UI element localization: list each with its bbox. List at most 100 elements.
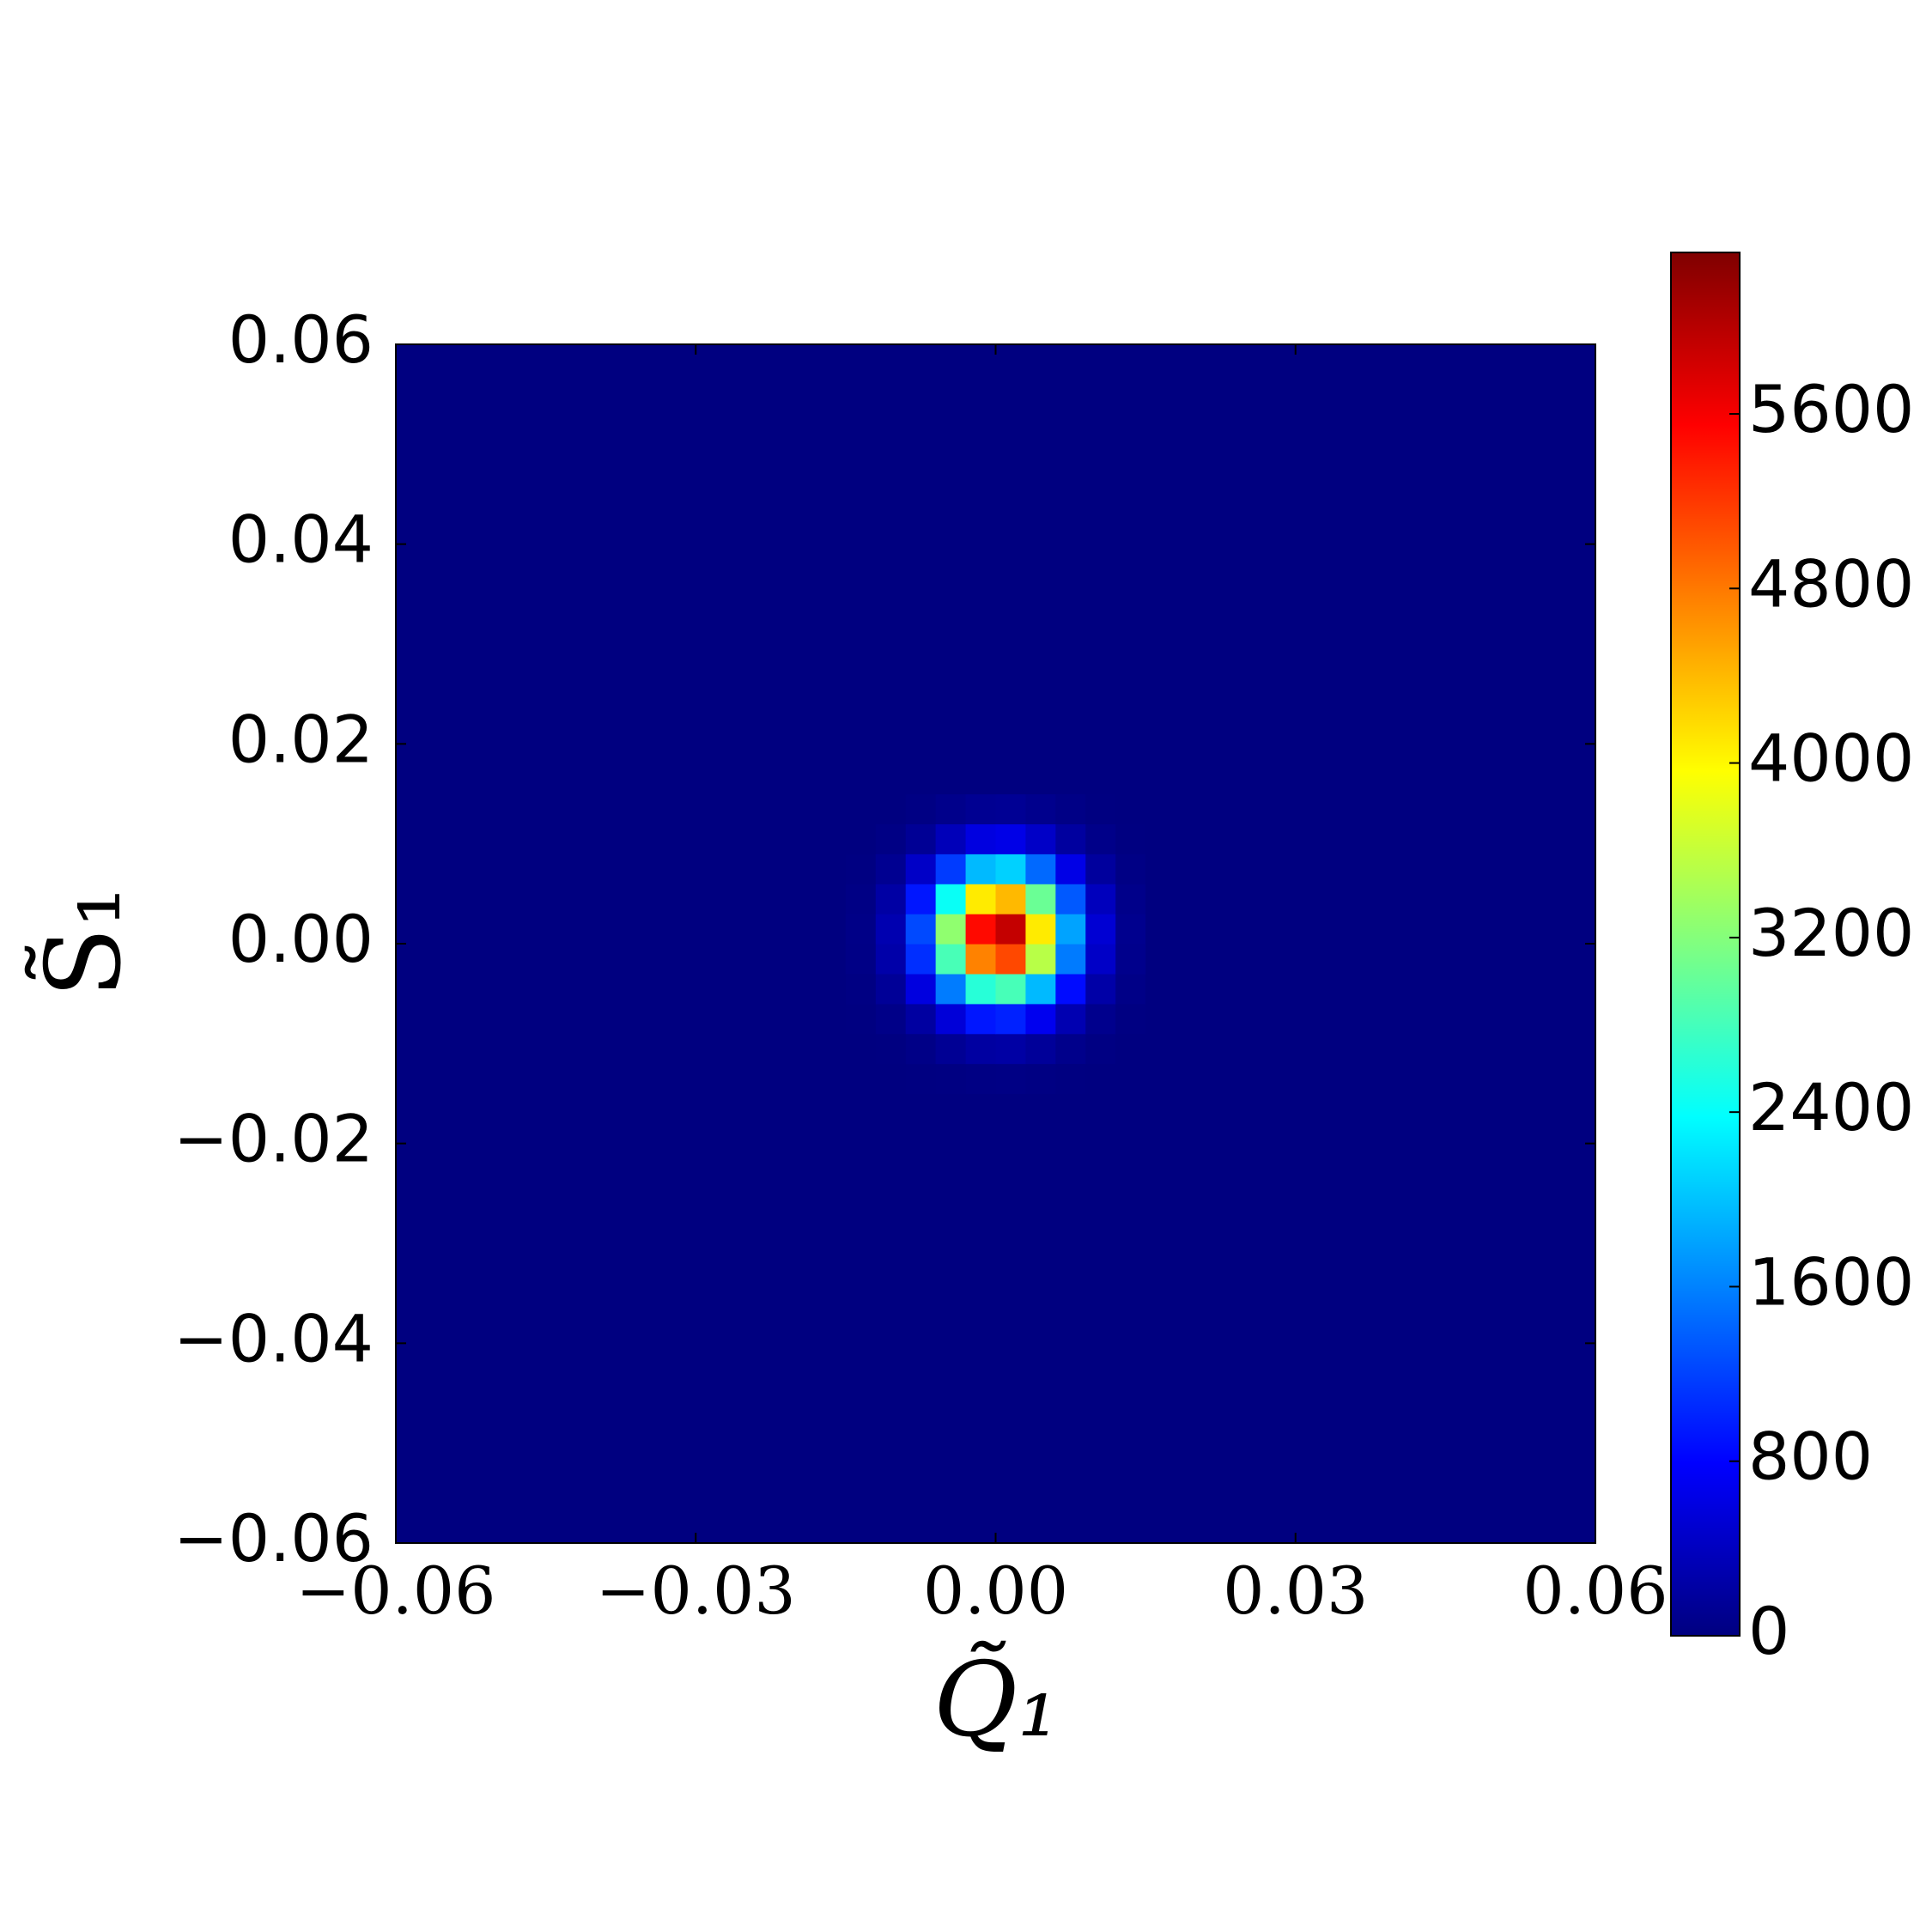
heatmap-cell (1505, 494, 1536, 525)
heatmap-cell (1055, 404, 1086, 435)
heatmap-cell (905, 823, 937, 854)
heatmap-cell (1385, 464, 1417, 495)
heatmap-cell (995, 404, 1027, 435)
heatmap-cell (605, 524, 636, 555)
heatmap-cell (1145, 1063, 1176, 1095)
heatmap-cell (515, 1363, 547, 1394)
heatmap-cell (965, 1183, 997, 1214)
heatmap-cell (905, 793, 937, 824)
heatmap-cell (1355, 793, 1387, 824)
heatmap-cell (635, 374, 666, 405)
heatmap-cell (1176, 1483, 1206, 1514)
heatmap-cell (1565, 703, 1596, 735)
heatmap-cell (1505, 1393, 1536, 1424)
heatmap-cell (965, 823, 997, 854)
heatmap-cell (726, 1303, 756, 1334)
heatmap-cell (1205, 1273, 1236, 1304)
heatmap-cell (756, 644, 787, 675)
heatmap-cell (1085, 884, 1116, 914)
heatmap-cell (965, 494, 997, 525)
heatmap-cell (455, 703, 487, 735)
heatmap-cell (545, 763, 577, 795)
heatmap-cell (726, 673, 756, 705)
heatmap-cell (696, 374, 726, 405)
heatmap-cell (875, 733, 907, 765)
heatmap-cell (1145, 584, 1176, 615)
heatmap-cell (905, 1393, 937, 1424)
heatmap-cell (1295, 464, 1327, 495)
heatmap-cell (995, 434, 1027, 465)
heatmap-cell (1115, 584, 1146, 615)
heatmap-cell (696, 644, 726, 675)
heatmap-cell (995, 944, 1027, 975)
heatmap-cell (1355, 703, 1387, 735)
heatmap-cell (515, 914, 547, 945)
heatmap-cell (1055, 524, 1086, 555)
heatmap-cell (455, 1003, 487, 1035)
heatmap-cell (995, 973, 1027, 1005)
heatmap-cell (815, 1243, 847, 1274)
heatmap-cell (396, 1273, 427, 1304)
heatmap-cell (635, 1123, 666, 1154)
heatmap-cell (845, 733, 877, 765)
heatmap-cell (1415, 404, 1446, 435)
heatmap-cell (635, 644, 666, 675)
heatmap-cell (905, 434, 937, 465)
heatmap-cell (875, 1183, 907, 1214)
heatmap-cell (1325, 1033, 1357, 1065)
heatmap-cell (995, 1063, 1027, 1095)
heatmap-cell (1085, 914, 1116, 945)
heatmap-cell (635, 1183, 666, 1214)
heatmap-cell (935, 1243, 967, 1274)
heatmap-cell (1115, 374, 1146, 405)
y-tick-label: 0.06 (228, 301, 374, 378)
heatmap-cell (1145, 1363, 1176, 1394)
heatmap-cell (455, 1123, 487, 1154)
heatmap-cell (1145, 673, 1176, 705)
heatmap-cell (515, 733, 547, 765)
heatmap-cell (1085, 1093, 1116, 1124)
heatmap-cell (455, 823, 487, 854)
heatmap-cell (575, 344, 607, 375)
heatmap-cell (1055, 344, 1086, 375)
heatmap-cell (635, 494, 666, 525)
heatmap-cell (635, 733, 666, 765)
heatmap-cell (485, 733, 517, 765)
heatmap-cell (815, 944, 847, 975)
heatmap-cell (1055, 673, 1086, 705)
heatmap-cell (605, 673, 636, 705)
heatmap-cell (815, 584, 847, 615)
heatmap-cell (995, 644, 1027, 675)
heatmap-cell (935, 614, 967, 645)
heatmap-cell (1355, 673, 1387, 705)
heatmap-cell (965, 464, 997, 495)
heatmap-cell (635, 793, 666, 824)
heatmap-cell (425, 1003, 457, 1035)
heatmap-cell (1055, 823, 1086, 854)
heatmap-cell (905, 1273, 937, 1304)
heatmap-cell (1415, 763, 1446, 795)
heatmap-cell (995, 733, 1027, 765)
heatmap-cell (875, 1333, 907, 1364)
heatmap-cell (1025, 703, 1056, 735)
heatmap-cell (665, 644, 696, 675)
heatmap-cell (425, 1303, 457, 1334)
heatmap-cell (756, 733, 787, 765)
heatmap-cell (756, 404, 787, 435)
heatmap-cell (905, 374, 937, 405)
heatmap-cell (396, 584, 427, 615)
heatmap-cell (1475, 584, 1506, 615)
heatmap-cell (635, 884, 666, 914)
heatmap-cell (845, 524, 877, 555)
heatmap-cell (696, 1453, 726, 1484)
heatmap-cell (815, 524, 847, 555)
heatmap-cell (1535, 854, 1566, 884)
heatmap-cell (905, 703, 937, 735)
heatmap-cell (1055, 763, 1086, 795)
heatmap-cell (1176, 944, 1206, 975)
heatmap-cell (1565, 1003, 1596, 1035)
heatmap-cell (1176, 673, 1206, 705)
heatmap-cell (635, 854, 666, 884)
heatmap-cell (455, 1423, 487, 1454)
heatmap-cell (1235, 554, 1267, 585)
